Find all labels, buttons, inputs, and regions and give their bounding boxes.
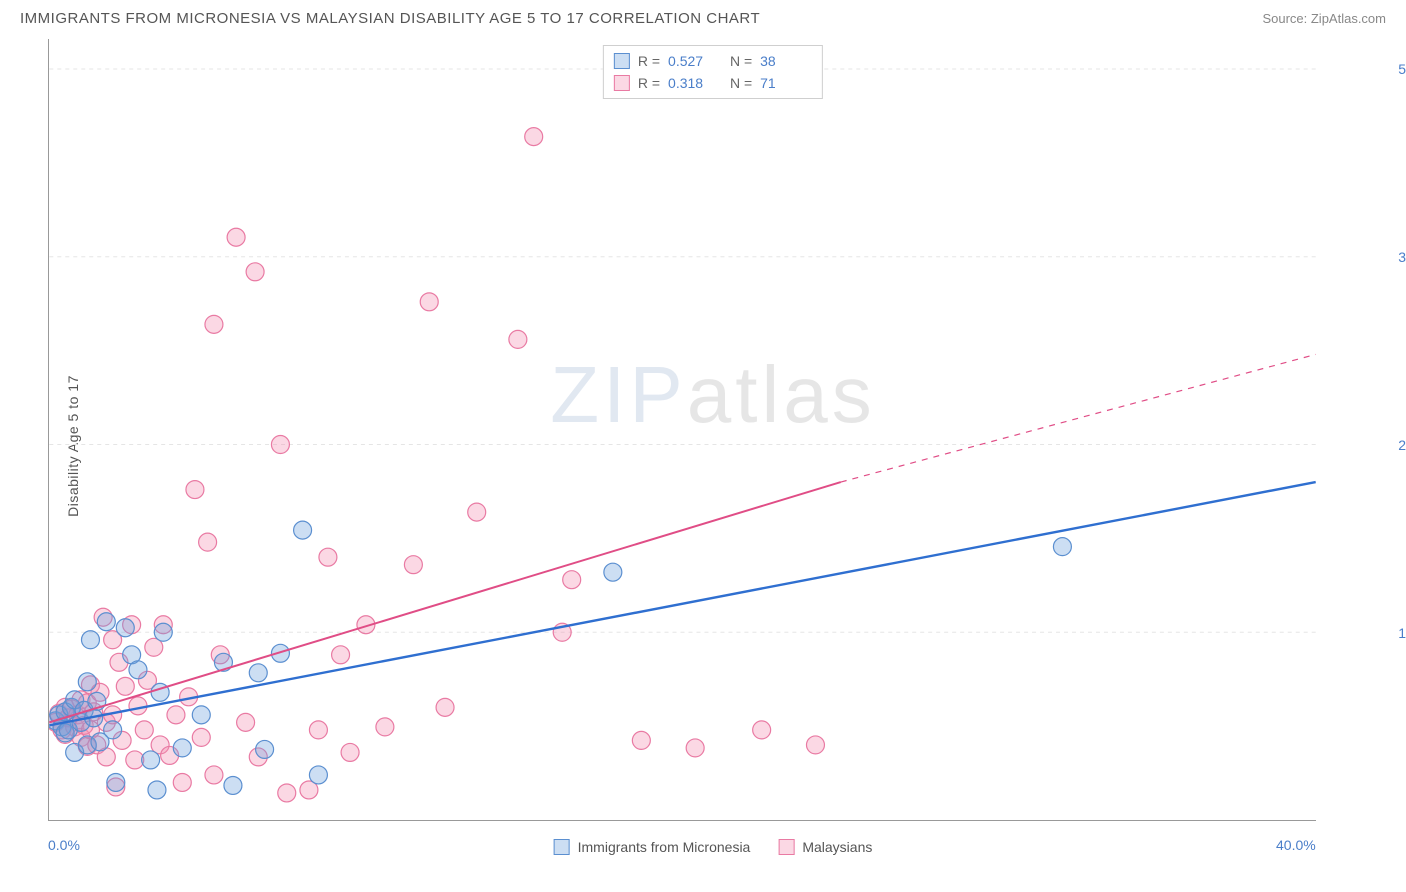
chart-title: IMMIGRANTS FROM MICRONESIA VS MALAYSIAN … [20,10,760,27]
data-point [97,613,115,631]
regression-line-extrapolated [841,354,1316,482]
data-point [376,718,394,736]
correlation-row: R = 0.527 N = 38 [614,50,810,72]
data-point [199,533,217,551]
series-legend: Immigrants from Micronesia Malaysians [554,839,873,855]
y-tick-label: 12.5% [1398,625,1406,641]
data-point [192,728,210,746]
data-point [205,766,223,784]
data-point [806,736,824,754]
data-point [192,706,210,724]
data-point [753,721,771,739]
data-point [1053,538,1071,556]
data-point [509,330,527,348]
data-point [129,661,147,679]
data-point [294,521,312,539]
legend-label: Immigrants from Micronesia [578,839,751,855]
data-point [116,619,134,637]
n-label: N = [726,50,752,72]
data-point [256,740,274,758]
correlation-legend-box: R = 0.527 N = 38 R = 0.318 N = 71 [603,45,823,99]
data-point [468,503,486,521]
scatter-plot [48,39,1316,821]
data-point [319,548,337,566]
data-point [404,556,422,574]
data-point [167,706,185,724]
legend-swatch [614,53,630,69]
data-point [525,128,543,146]
data-point [135,721,153,739]
data-point [686,739,704,757]
x-tick-label: 40.0% [1276,837,1316,853]
data-point [604,563,622,581]
data-point [107,773,125,791]
data-point [154,623,172,641]
x-tick-label: 0.0% [48,837,80,853]
n-label: N = [726,72,752,94]
data-point [563,571,581,589]
legend-swatch [554,839,570,855]
data-point [186,481,204,499]
r-label: R = [638,72,660,94]
data-point [420,293,438,311]
data-point [116,677,134,695]
n-value: 38 [760,50,810,72]
data-point [309,766,327,784]
data-point [81,631,99,649]
data-point [104,721,122,739]
data-point [271,436,289,454]
legend-swatch [614,75,630,91]
legend-item: Immigrants from Micronesia [554,839,751,855]
r-value: 0.318 [668,72,718,94]
data-point [142,751,160,769]
data-point [237,713,255,731]
y-tick-label: 25.0% [1398,437,1406,453]
data-point [249,664,267,682]
regression-line [49,482,1315,725]
legend-label: Malaysians [802,839,872,855]
data-point [173,739,191,757]
chart-container: R =0.527 N =38R =0.318 N =71 ZIPatlas Im… [48,39,1378,829]
legend-item: Malaysians [778,839,872,855]
data-point [224,776,242,794]
legend-swatch [778,839,794,855]
data-point [227,228,245,246]
y-tick-label: 37.5% [1398,249,1406,265]
data-point [246,263,264,281]
data-point [148,781,166,799]
y-tick-label: 50.0% [1398,61,1406,77]
n-value: 71 [760,72,810,94]
data-point [205,315,223,333]
data-point [332,646,350,664]
correlation-row: R = 0.318 N = 71 [614,72,810,94]
regression-line [49,482,840,722]
r-label: R = [638,50,660,72]
data-point [436,698,454,716]
r-value: 0.527 [668,50,718,72]
data-point [309,721,327,739]
data-point [341,743,359,761]
data-point [78,673,96,691]
source-link[interactable]: ZipAtlas.com [1311,11,1386,26]
data-point [173,773,191,791]
data-point [278,784,296,802]
source-attribution: Source: ZipAtlas.com [1262,11,1386,26]
data-point [129,697,147,715]
data-point [632,731,650,749]
